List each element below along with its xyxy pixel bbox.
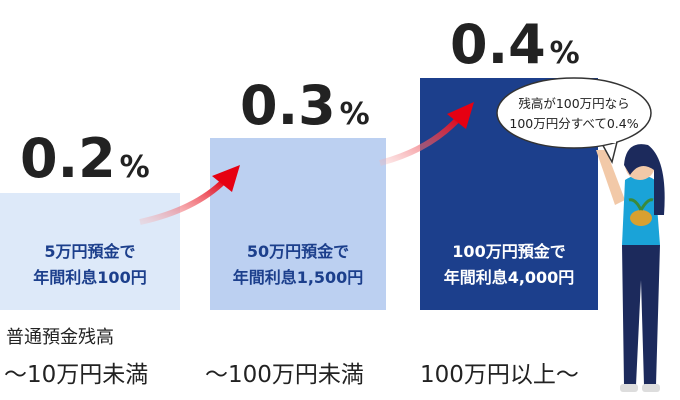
box-line: 5万円預金で xyxy=(44,242,135,261)
speech-bubble xyxy=(496,77,652,149)
box-line: 50万円預金で xyxy=(247,242,349,261)
tier-box xyxy=(0,193,180,310)
arrow xyxy=(379,114,463,166)
text: % xyxy=(550,36,580,71)
text: 0.2 xyxy=(20,127,116,190)
range: ～10万円未満 xyxy=(4,362,148,388)
rate: 0.2% xyxy=(20,127,150,190)
range-caption: 普通預金残高 xyxy=(6,327,114,348)
box-line: 年間利息100円 xyxy=(33,268,146,287)
arrow-head xyxy=(212,165,240,192)
box-line: 100万円預金で xyxy=(452,242,565,261)
arrow xyxy=(139,177,228,225)
bubble-joint xyxy=(598,137,616,143)
rate: 0.3% xyxy=(240,74,370,137)
range: 100万円以上～ xyxy=(420,362,579,388)
range: ～100万円未満 xyxy=(205,362,364,388)
person-illustration xyxy=(596,144,665,392)
box-line: 年間利息1,500円 xyxy=(233,268,364,287)
text: 0.3 xyxy=(240,74,336,137)
text: % xyxy=(340,97,370,132)
box-line: 年間利息4,000円 xyxy=(444,268,575,287)
bubble-line: 100万円分すべて0.4% xyxy=(509,116,638,131)
rate: 0.4% xyxy=(450,13,580,76)
text: % xyxy=(120,150,150,185)
arrow-head xyxy=(447,102,474,129)
text: 0.4 xyxy=(450,13,546,76)
bubble-line: 残高が100万円なら xyxy=(518,96,629,111)
